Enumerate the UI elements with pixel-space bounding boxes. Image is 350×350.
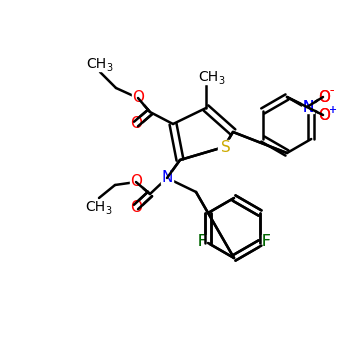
Text: -: - xyxy=(330,84,334,98)
Text: CH: CH xyxy=(85,200,105,214)
Text: S: S xyxy=(221,140,231,154)
Text: CH: CH xyxy=(198,70,218,84)
Bar xyxy=(318,109,330,121)
Text: O: O xyxy=(130,201,142,216)
Text: O: O xyxy=(130,175,142,189)
Text: +: + xyxy=(328,105,336,115)
Bar xyxy=(161,172,173,184)
Bar xyxy=(218,140,234,154)
Text: CH: CH xyxy=(86,57,106,71)
Bar xyxy=(130,176,142,188)
Text: O: O xyxy=(318,90,330,105)
Text: 3: 3 xyxy=(105,206,111,216)
Text: O: O xyxy=(130,117,142,132)
Text: +: + xyxy=(328,105,336,115)
Bar xyxy=(132,92,144,104)
Text: F: F xyxy=(261,233,270,248)
Text: F: F xyxy=(198,233,206,248)
Text: O: O xyxy=(318,107,330,122)
Text: F: F xyxy=(198,233,206,248)
Bar xyxy=(196,235,208,247)
Bar xyxy=(82,57,110,71)
Text: N: N xyxy=(302,99,314,114)
Text: O: O xyxy=(318,107,330,122)
Bar xyxy=(194,70,222,84)
Text: N: N xyxy=(161,170,173,186)
Text: O: O xyxy=(318,90,330,105)
Bar xyxy=(302,101,314,113)
Text: F: F xyxy=(261,233,270,248)
Text: O: O xyxy=(132,91,144,105)
Text: 3: 3 xyxy=(106,63,112,73)
Text: N: N xyxy=(302,99,314,114)
Bar xyxy=(318,91,330,103)
Text: -: - xyxy=(330,84,334,98)
Bar xyxy=(81,200,109,214)
Bar xyxy=(130,202,142,214)
Text: 3: 3 xyxy=(218,76,224,86)
Bar xyxy=(260,235,272,247)
Bar xyxy=(130,118,142,130)
